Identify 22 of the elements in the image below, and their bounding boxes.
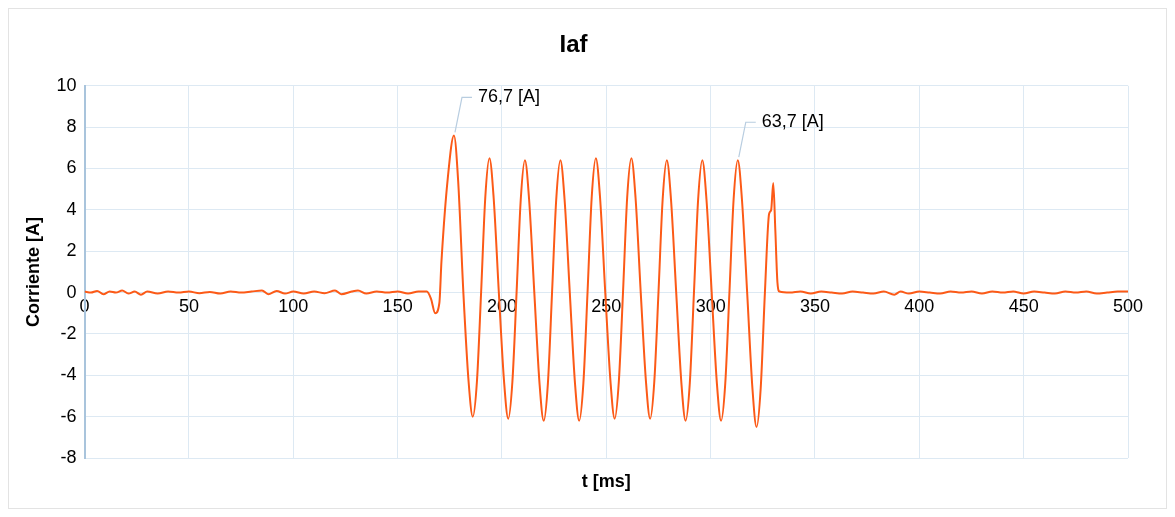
- x-axis-title: t [ms]: [581, 470, 631, 491]
- y-tick-label: -8: [60, 446, 77, 467]
- y-tick-label: 6: [66, 157, 77, 178]
- y-tick-label: 0: [66, 281, 77, 302]
- y-tick-label: 8: [66, 116, 77, 137]
- x-tick-label: 450: [1008, 296, 1039, 317]
- x-tick-label: 350: [799, 296, 831, 317]
- chart-title: Iaf: [559, 30, 589, 58]
- x-tick-label: 150: [382, 296, 413, 317]
- y-tick-label: 4: [66, 198, 77, 219]
- x-tick-label: 100: [278, 296, 309, 317]
- annotation: 63,7 [A]: [761, 111, 824, 132]
- y-tick-label: -6: [60, 405, 77, 426]
- y-tick-label: -4: [60, 364, 77, 385]
- x-tick-label: 400: [904, 296, 935, 317]
- y-tick-label: 10: [56, 74, 77, 95]
- annotation: 76,7 [A]: [477, 86, 541, 107]
- x-tick-label: 500: [1112, 296, 1144, 317]
- y-tick-label: -2: [60, 322, 77, 343]
- y-tick-label: 2: [66, 240, 77, 261]
- x-tick-label: 50: [178, 296, 199, 317]
- y-axis-title: Corriente [A]: [22, 216, 43, 327]
